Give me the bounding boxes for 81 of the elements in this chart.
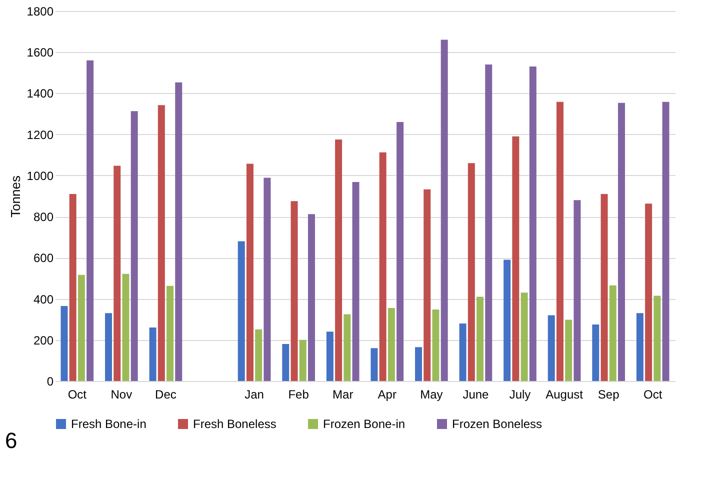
x-tick-label: Nov: [110, 388, 132, 402]
y-tick-label: 200: [33, 333, 54, 348]
bar: [308, 214, 315, 381]
y-tick-label: 800: [33, 210, 54, 224]
bar: [415, 347, 422, 381]
bar: [654, 296, 661, 381]
bar: [60, 306, 68, 381]
bar: [556, 102, 564, 381]
x-tick-label: August: [546, 388, 584, 402]
bar: [618, 102, 625, 381]
x-tick-label: Jan: [244, 388, 264, 402]
bar: [574, 200, 581, 381]
bar: [592, 324, 600, 381]
bar: [370, 348, 378, 381]
bar: [166, 286, 174, 381]
x-tick-label: July: [509, 388, 531, 402]
x-tick-label: Mar: [332, 388, 354, 402]
bar: [130, 111, 138, 381]
legend-label: Frozen Boneless: [452, 417, 542, 431]
bar: [520, 292, 528, 381]
bar: [432, 309, 440, 381]
x-tick-label: Oct: [68, 388, 88, 402]
x-tick-label: June: [462, 388, 490, 402]
y-tick-label: 1400: [26, 86, 54, 101]
bar: [86, 60, 94, 381]
bar: [352, 182, 360, 381]
bar: [264, 178, 271, 381]
y-tick-label: 400: [33, 292, 54, 306]
bar: [485, 64, 492, 381]
bar: [512, 136, 520, 381]
bar: [326, 332, 334, 381]
x-tick-label: May: [420, 388, 443, 402]
y-tick-label: 1800: [26, 4, 54, 18]
y-tick-label: 1000: [26, 168, 54, 183]
bar: [282, 344, 290, 381]
bar: [388, 308, 395, 381]
y-tick-label: 1600: [26, 46, 54, 60]
x-tick-label: Apr: [378, 388, 396, 402]
bar: [175, 82, 182, 381]
bar: [440, 40, 448, 381]
bar: [335, 139, 342, 381]
bar: [459, 323, 466, 381]
x-tick-label: Feb: [288, 388, 310, 402]
legend-label: Fresh Bone-in: [71, 417, 146, 431]
bar: [529, 66, 536, 381]
bar: [238, 241, 245, 381]
bar: [645, 204, 652, 381]
bar: [609, 285, 616, 381]
y-tick-label: 1200: [26, 128, 54, 142]
x-tick-label: Dec: [155, 388, 176, 402]
bar: [548, 315, 555, 381]
x-tick-label: Sep: [598, 388, 620, 402]
bar: [122, 274, 130, 381]
legend-label: Fresh Boneless: [193, 417, 276, 431]
x-tick-label: Oct: [644, 388, 663, 402]
bar: [105, 313, 112, 381]
bar: [565, 320, 572, 381]
y-axis-title: Tonnes: [8, 175, 23, 218]
bar: [114, 166, 121, 381]
text: 6: [5, 428, 18, 453]
bar: [290, 201, 298, 381]
bar: [662, 102, 670, 381]
bar: [396, 122, 404, 381]
bar: [344, 314, 351, 381]
bar: [255, 329, 262, 381]
bar: [504, 260, 511, 381]
bar: [379, 152, 386, 381]
y-tick-label: 0: [46, 374, 54, 388]
bar: [468, 163, 475, 381]
legend-label: Frozen Bone-in: [323, 417, 406, 431]
bar: [69, 194, 76, 381]
bar: [149, 328, 156, 381]
bar: [246, 164, 254, 381]
bar: [476, 296, 484, 381]
bar: [600, 194, 608, 381]
y-tick-label: 600: [33, 251, 54, 266]
bar: [299, 340, 306, 381]
bar: [424, 189, 431, 381]
bar: [636, 313, 644, 381]
bar: [158, 105, 165, 381]
bar: [78, 274, 85, 381]
